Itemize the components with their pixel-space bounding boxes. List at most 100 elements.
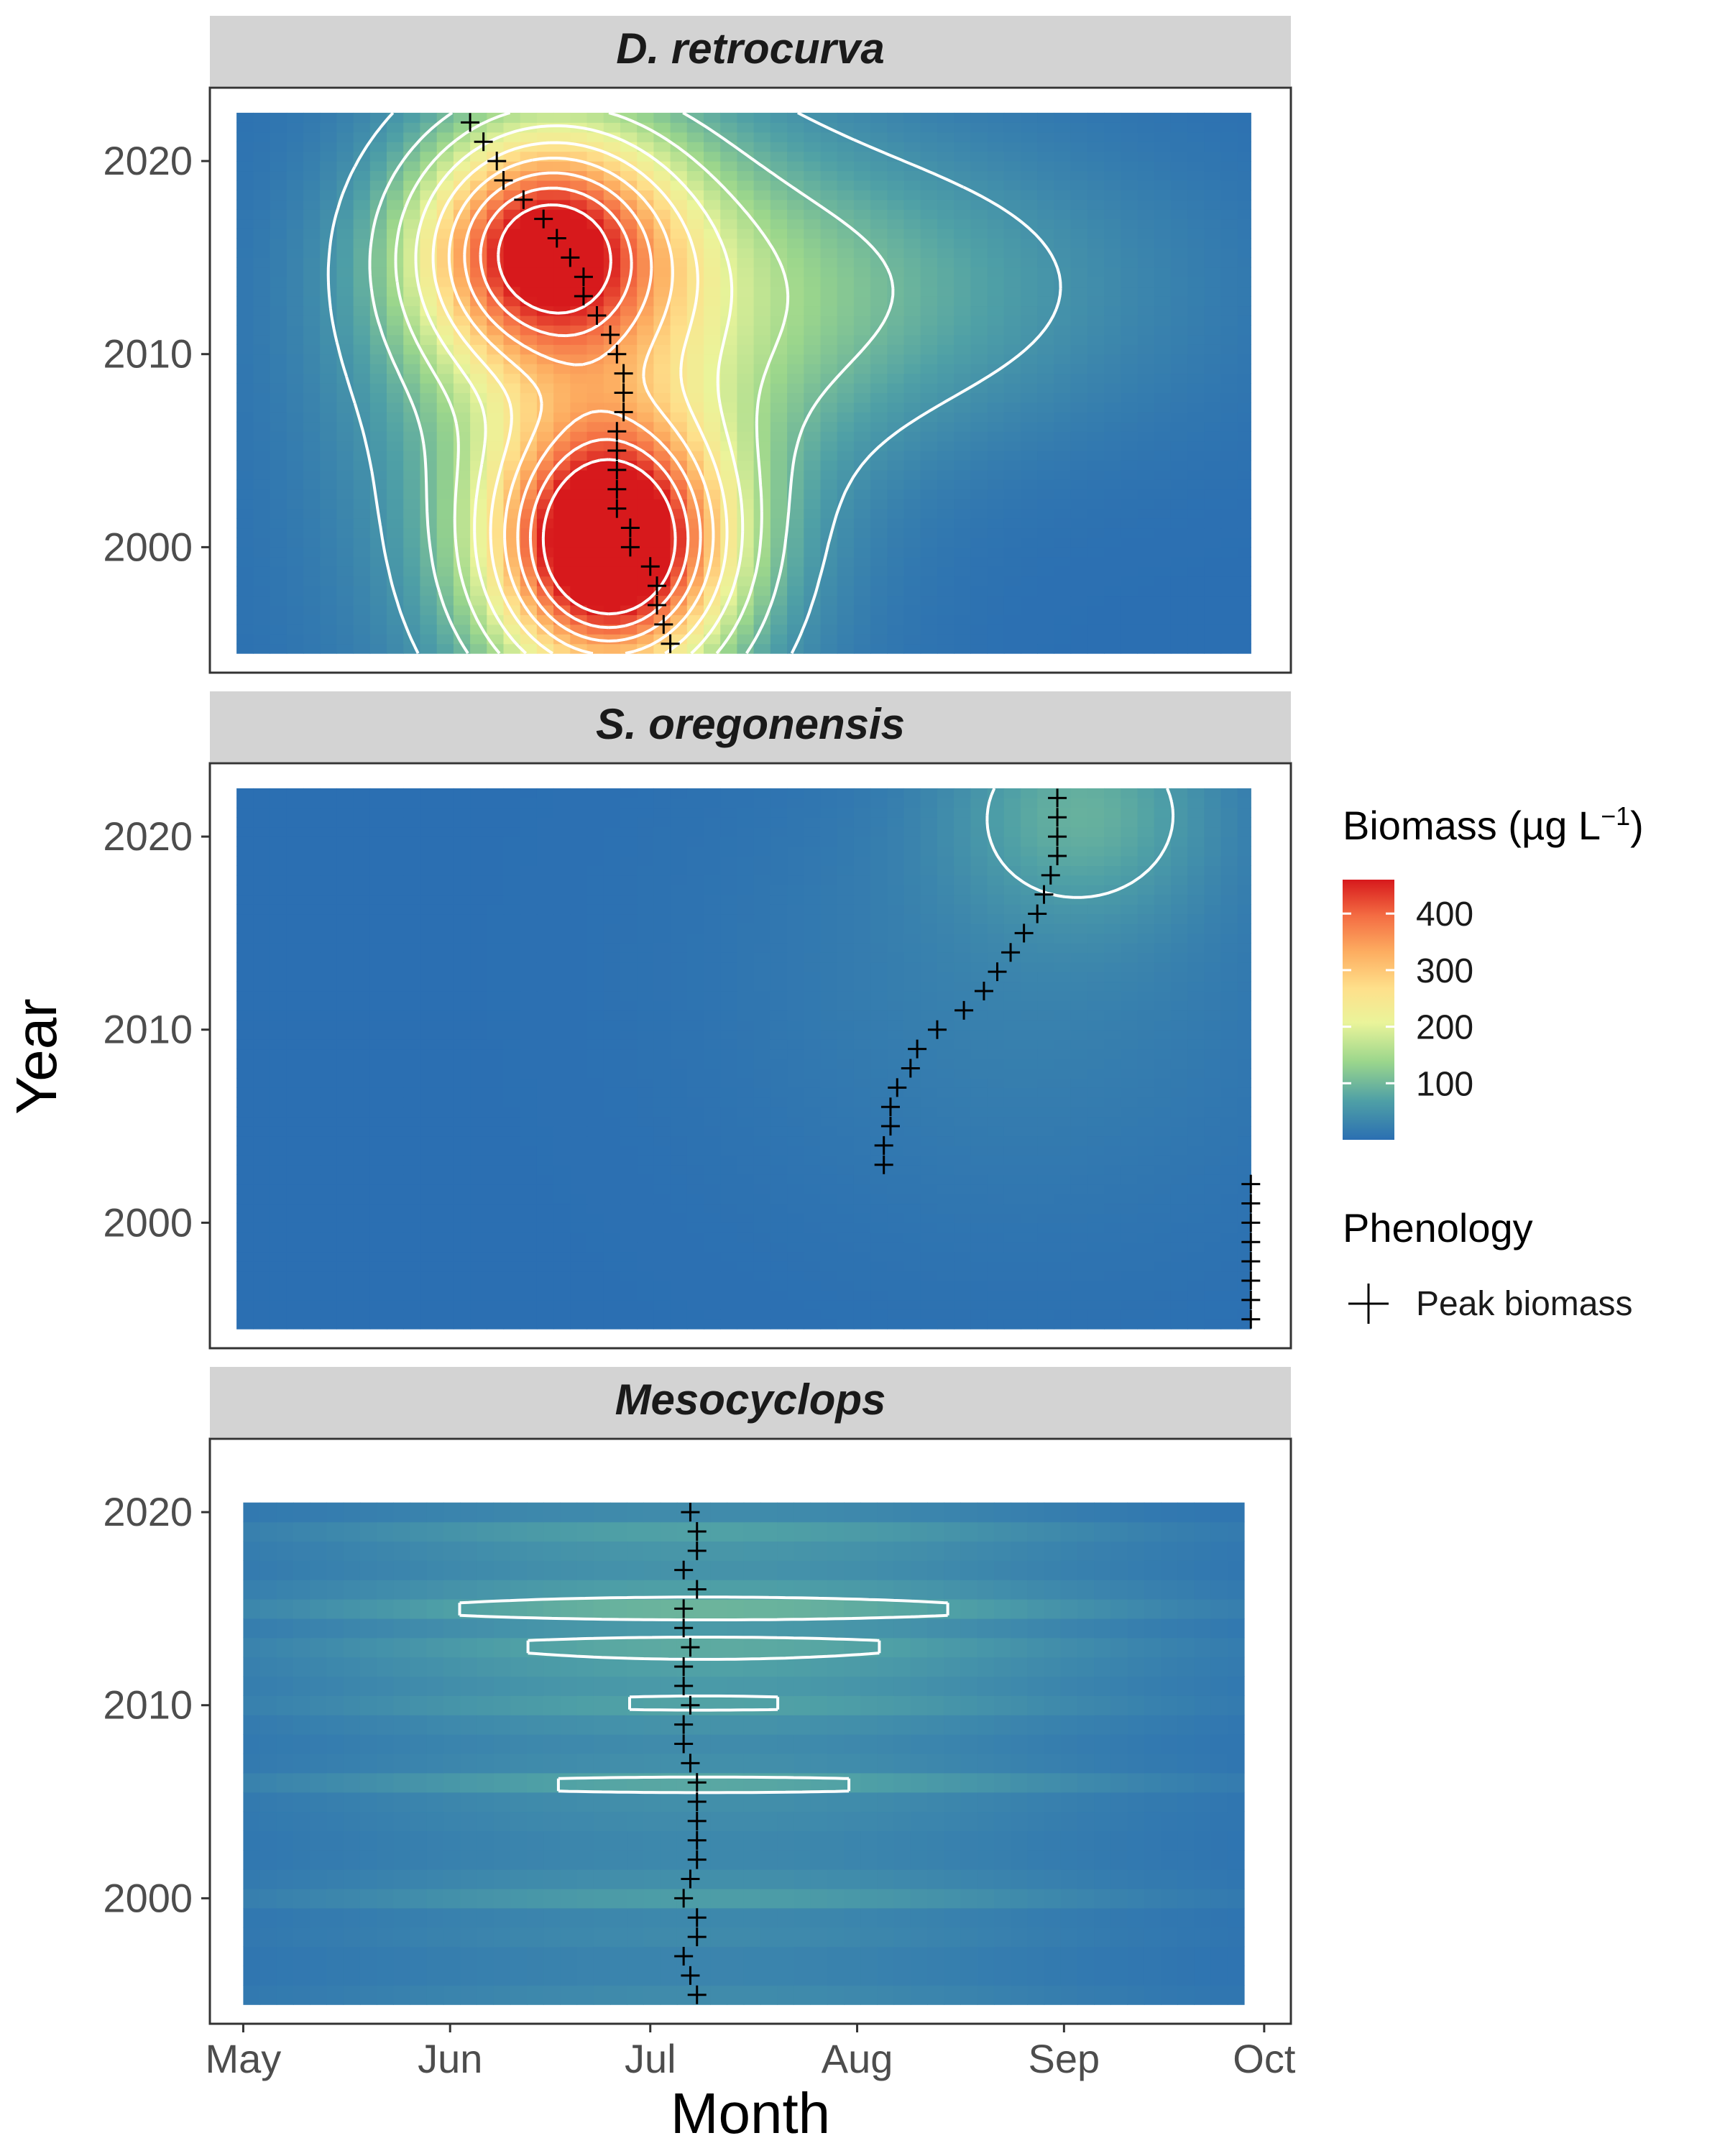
heatmap-cell [637,1155,654,1166]
heatmap-cell [1121,402,1138,413]
heatmap-cell [1104,451,1121,461]
heatmap-cell [436,624,454,635]
heatmap-cell [670,1271,688,1281]
heatmap-cell [1170,469,1188,480]
heatmap-cell [270,334,288,345]
heatmap-cell [753,1281,771,1291]
heatmap-cell [1204,1242,1222,1253]
heatmap-cell [1154,634,1172,645]
heatmap-cell [387,1116,404,1127]
heatmap-cell [1003,180,1021,190]
heatmap-cell [286,199,304,210]
heatmap-cell [570,518,588,529]
heatmap-cell [954,1319,971,1330]
heatmap-cell [1087,528,1105,538]
heatmap-cell [1187,267,1205,277]
heatmap-cell [1187,122,1205,133]
heatmap-cell [1003,1087,1021,1098]
heatmap-cell [1121,354,1138,364]
heatmap-cell [436,1242,454,1253]
heatmap-cell [1104,142,1121,152]
heatmap-cell [353,1309,371,1320]
heatmap-cell [770,1155,788,1166]
peak-biomass-marker [614,383,633,402]
heatmap-cell [1137,151,1155,162]
heatmap-cell [920,518,938,529]
heatmap-cell [303,392,321,403]
heatmap-cell [804,643,822,654]
heatmap-cell [270,354,288,364]
heatmap-cell [753,576,771,586]
heatmap-cell [470,1194,487,1204]
heatmap-cell [1154,1281,1172,1291]
heatmap-cell [653,1319,671,1330]
heatmap-cell [920,364,938,374]
heatmap-cell [286,170,304,181]
heatmap-cell [487,402,505,413]
heatmap-cell [236,469,254,480]
contour-line [479,186,690,630]
heatmap-cell [1187,1126,1205,1137]
heatmap-cell [887,1299,905,1310]
heatmap-cell [353,267,371,277]
heatmap-cell [236,1184,254,1194]
heatmap-cell [887,441,905,451]
heatmap-cell [1054,1271,1072,1281]
heatmap-cell [1154,402,1172,413]
heatmap-cell [1170,238,1188,249]
heatmap-cell [1237,257,1251,268]
heatmap-cell [336,305,354,316]
heatmap-cell [804,1212,822,1223]
heatmap-cell [1154,595,1172,606]
heatmap-cell [1037,1299,1054,1310]
heatmap-cell [870,199,888,210]
heatmap-cell [620,1212,638,1223]
heatmap-cell [954,1203,971,1214]
heatmap-cell [387,412,404,423]
heatmap-cell [453,528,471,538]
heatmap-cell [1220,431,1238,442]
heatmap-cell [387,518,404,529]
heatmap-cell [937,190,954,201]
heatmap-cell [520,1203,538,1214]
heatmap-cell [1220,421,1238,432]
heatmap-cell [620,528,638,538]
heatmap-cell [970,528,988,538]
heatmap-cell [286,286,304,297]
heatmap-cell [286,1271,304,1281]
heatmap-cell [270,499,288,510]
heatmap-cell [403,248,420,258]
heatmap-cell [1070,451,1088,461]
heatmap-cell [553,412,571,423]
heatmap-cell [653,1135,671,1146]
heatmap-cell [770,469,788,480]
heatmap-cell [1070,441,1088,451]
heatmap-cell [303,286,321,297]
heatmap-cell [1187,595,1205,606]
heatmap-cell [1054,1232,1072,1243]
heatmap-cell [1154,161,1172,172]
heatmap-cell [970,460,988,471]
heatmap-cell [870,218,888,229]
heatmap-cell [487,1107,505,1118]
heatmap-cell [369,257,387,268]
heatmap-cell [453,1232,471,1243]
heatmap-cell [1170,199,1188,210]
heatmap-cell [270,412,288,423]
heatmap-cell [236,441,254,451]
heatmap-cell [1104,209,1121,220]
heatmap-cell [837,528,855,538]
heatmap-cell [1121,161,1138,172]
peak-biomass-marker [648,576,667,596]
heatmap-cell [520,499,538,510]
heatmap-cell [336,161,354,172]
heatmap-cell [1021,315,1038,326]
heatmap-cell [470,1261,487,1272]
heatmap-cell [1037,489,1054,499]
heatmap-cell [637,1299,654,1310]
heatmap-cell [870,1107,888,1118]
heatmap-cell [1070,373,1088,384]
heatmap-cell [603,518,621,529]
heatmap-cell [1037,1135,1054,1146]
heatmap-cell [420,460,438,471]
